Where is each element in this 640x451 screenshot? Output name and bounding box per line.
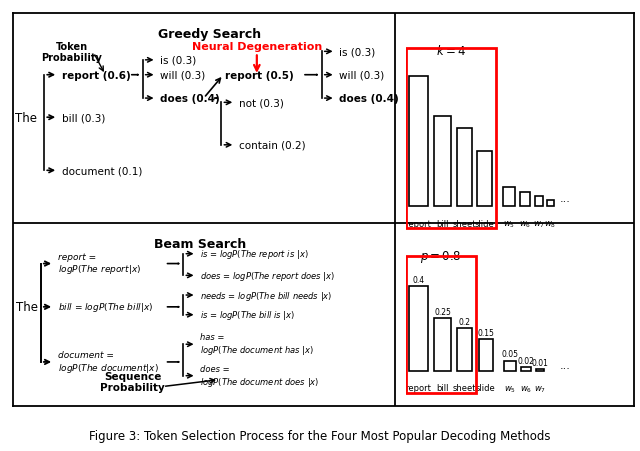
Text: report =
$logP(The\ report|x)$: report = $logP(The\ report|x)$ [58, 252, 141, 276]
Text: Neural Degeneration: Neural Degeneration [192, 41, 322, 51]
Text: ...: ... [560, 194, 571, 204]
Text: $p = 0.8$: $p = 0.8$ [420, 249, 461, 265]
Text: $w_5$: $w_5$ [502, 219, 515, 230]
Text: $k = 4$: $k = 4$ [436, 44, 466, 58]
Text: $w_5$: $w_5$ [504, 383, 516, 394]
Text: has =
$logP(The\ document\ has\ |x)$: has = $logP(The\ document\ has\ |x)$ [200, 332, 314, 356]
Text: $w_7$: $w_7$ [534, 383, 546, 394]
Text: report: report [406, 219, 431, 228]
Text: sheet: sheet [452, 219, 476, 228]
Text: is = $logP(The\ report\ is\ |x)$: is = $logP(The\ report\ is\ |x)$ [200, 248, 309, 261]
Text: $w_6$: $w_6$ [519, 219, 531, 230]
Text: will (0.3): will (0.3) [339, 70, 385, 81]
Text: does (0.4): does (0.4) [161, 94, 220, 104]
Text: $w_6$: $w_6$ [520, 383, 532, 394]
Bar [435, 318, 451, 372]
Text: not (0.3): not (0.3) [239, 98, 284, 108]
Text: report (0.6): report (0.6) [62, 70, 131, 81]
Text: document (0.1): document (0.1) [62, 166, 142, 176]
Text: does = $logP(The\ report\ does\ |x)$: does = $logP(The\ report\ does\ |x)$ [200, 269, 335, 282]
Bar [457, 129, 472, 206]
Bar [520, 192, 530, 206]
Text: slide: slide [476, 383, 496, 392]
Text: report: report [406, 383, 431, 392]
Text: 0.02: 0.02 [518, 356, 534, 365]
Text: is = $logP(The\ bill\ is\ |x)$: is = $logP(The\ bill\ is\ |x)$ [200, 308, 296, 322]
Bar [406, 256, 476, 393]
Text: Token
Probability: Token Probability [42, 41, 102, 63]
Text: is (0.3): is (0.3) [161, 56, 196, 66]
Bar [457, 329, 472, 372]
Text: The: The [16, 301, 38, 313]
Bar [536, 369, 544, 372]
Text: ...: ... [560, 360, 571, 370]
Bar [409, 77, 428, 206]
Text: is (0.3): is (0.3) [339, 47, 376, 57]
Bar [479, 340, 493, 372]
Text: 0.01: 0.01 [532, 358, 548, 367]
Text: 0.15: 0.15 [477, 328, 494, 337]
Text: 0.05: 0.05 [501, 350, 518, 359]
Text: bill = $logP(The\ bill|x)$: bill = $logP(The\ bill|x)$ [58, 301, 153, 313]
Bar [547, 200, 554, 206]
Text: bill: bill [436, 383, 449, 392]
Text: $w_7$: $w_7$ [533, 219, 545, 230]
Text: 0.25: 0.25 [434, 307, 451, 316]
Bar [504, 361, 516, 372]
Text: Sequence
Probability: Sequence Probability [100, 371, 165, 392]
Text: The: The [15, 111, 36, 124]
Text: document =
$logP(The\ document|x)$: document = $logP(The\ document|x)$ [58, 350, 159, 374]
Text: $w_8$: $w_8$ [544, 219, 556, 230]
Bar [522, 367, 531, 372]
Text: 0.2: 0.2 [458, 318, 470, 327]
Text: Greedy Search: Greedy Search [158, 28, 261, 41]
Text: sheet: sheet [452, 383, 476, 392]
Text: report (0.5): report (0.5) [225, 70, 294, 81]
Bar [435, 117, 451, 206]
Text: Beam Search: Beam Search [154, 238, 246, 250]
Text: 0.4: 0.4 [412, 275, 424, 284]
Bar [502, 188, 515, 206]
Text: Figure 3: Token Selection Process for the Four Most Popular Decoding Methods: Figure 3: Token Selection Process for th… [89, 429, 551, 442]
Bar [477, 152, 492, 206]
Text: bill: bill [436, 219, 449, 228]
Text: needs = $logP(The\ bill\ needs\ |x)$: needs = $logP(The\ bill\ needs\ |x)$ [200, 289, 333, 302]
Text: contain (0.2): contain (0.2) [239, 141, 306, 151]
Text: bill (0.3): bill (0.3) [62, 113, 106, 123]
Bar [409, 286, 428, 372]
Text: does =
$logP(The\ document\ does\ |x)$: does = $logP(The\ document\ does\ |x)$ [200, 364, 319, 388]
Bar [406, 48, 496, 229]
Text: slide: slide [475, 219, 495, 228]
Bar [534, 197, 543, 206]
Text: does (0.4): does (0.4) [339, 94, 399, 104]
Text: will (0.3): will (0.3) [161, 70, 205, 81]
